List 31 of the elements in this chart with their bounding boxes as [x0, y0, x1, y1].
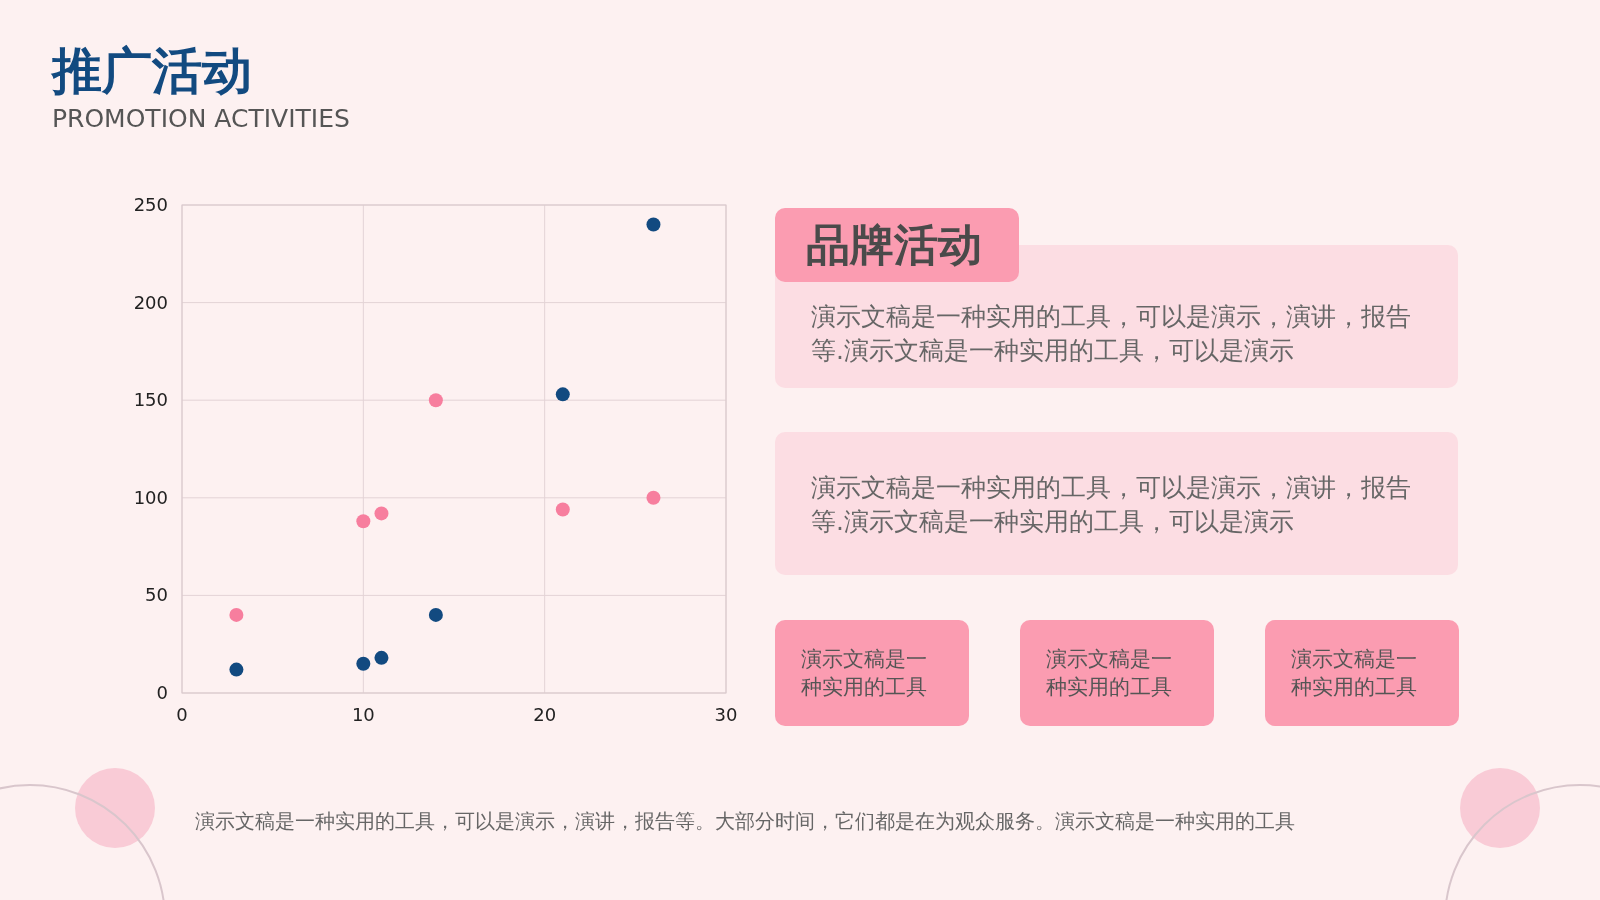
text: 演示文稿是一种实用的工具，可以是演示，演讲，报告等.演示文稿是一种实用的工具，可以是演示 [811, 472, 1412, 538]
y-tick-label: 200 [133, 291, 168, 313]
point [229, 607, 244, 622]
y-tick-label: 100 [133, 486, 168, 508]
x-tick-label: 20 [533, 704, 557, 725]
point [428, 607, 443, 622]
text: 演示文稿是一种实用的工具 [1291, 646, 1418, 701]
y-tick-label: 0 [156, 682, 168, 703]
y-tick-label: 150 [133, 389, 168, 411]
y-tick-label: 250 [133, 194, 168, 215]
y-tick-label: 50 [145, 584, 168, 606]
point [555, 387, 570, 402]
point [356, 656, 371, 671]
point [374, 506, 389, 521]
point [374, 650, 389, 665]
text: 演示文稿是一种实用的工具 [1046, 646, 1173, 701]
x-tick-label: 10 [351, 704, 375, 725]
chart-subtitle: PROMOTION ACTIVITIES [52, 104, 350, 133]
x-tick-label: 0 [176, 704, 188, 725]
text: 演示文稿是一种实用的工具，可以是演示，演讲，报告等。大部分时间，它们都是在为观众服务。演示文稿是一种实用的工具 [195, 808, 1296, 835]
point [428, 393, 443, 408]
x-tick-label: 30 [714, 704, 738, 725]
text: 演示文稿是一种实用的工具，可以是演示，演讲，报告等.演示文稿是一种实用的工具，可以是演示 [811, 301, 1412, 367]
chart-title: 推广活动 [52, 41, 252, 102]
text: 品牌活动 [806, 218, 982, 272]
text: 演示文稿是一种实用的工具 [801, 646, 928, 701]
point [646, 490, 661, 505]
point [646, 217, 661, 232]
point [356, 514, 371, 529]
point [555, 502, 570, 517]
point [229, 662, 244, 677]
